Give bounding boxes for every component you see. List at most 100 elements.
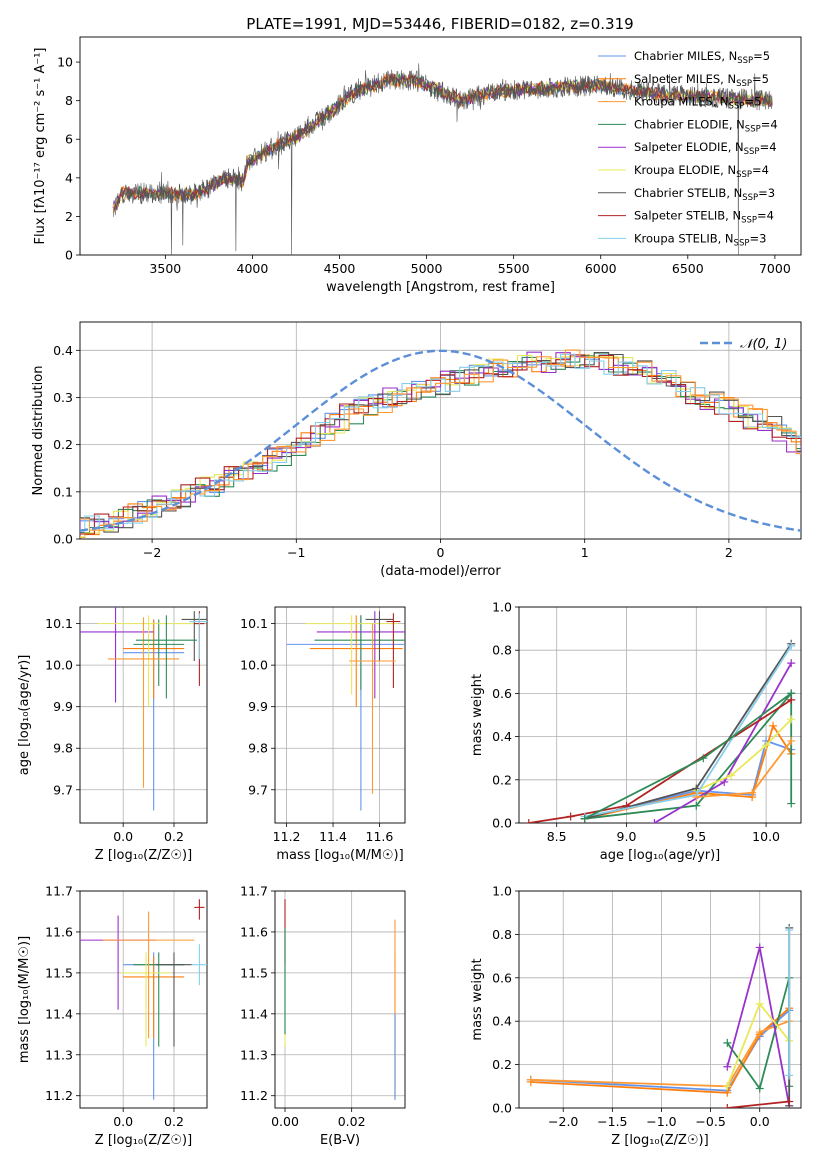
- weight-point-marker: [566, 812, 575, 821]
- x-tick-label: −0.5: [695, 1114, 725, 1129]
- age-vs-metallicity-panel: 0.0 0.2 9.7 9.8 9.9 10.0 10.1 Z [log₁₀(Z/Z☉)] ag…: [17, 606, 208, 863]
- legend-entry: Chabrier STELIB, NSSP=3: [634, 186, 775, 203]
- x-tick-label: −2: [143, 545, 161, 560]
- y-tick-label: 0.2: [53, 437, 73, 452]
- x-tick-label: 11.4: [319, 829, 347, 844]
- weight-series-line: [695, 718, 792, 792]
- histogram-step-line: [80, 349, 801, 531]
- y-tick-label: 10.0: [240, 658, 268, 673]
- y-tick-label: 11.3: [240, 1047, 268, 1062]
- axes-frame: [274, 890, 406, 1109]
- weight-point-marker: [787, 689, 796, 698]
- x-tick-label: 10.0: [752, 829, 780, 844]
- weight-point-marker: [692, 801, 701, 810]
- weight-point-marker: [769, 721, 778, 730]
- mass-weight-vs-age-panel: 8.5 9.0 9.5 10.0 0.0 0.2 0.4 0.6 0.8 1.0 age [log₁…: [470, 600, 802, 863]
- y-tick-label: 11.7: [240, 884, 268, 899]
- x-tick-label: 11.6: [366, 829, 394, 844]
- y-tick-label: 0.6: [492, 970, 512, 985]
- histogram-step-line: [80, 354, 801, 538]
- y-tick-label: 11.6: [240, 924, 268, 939]
- mass-vs-ebv-panel: 0.00 0.02 11.2 11.3 11.4 11.5 11.6 11.7 E(B-V): [240, 884, 406, 1148]
- weight-point-marker: [785, 1097, 794, 1106]
- weight-point-marker: [723, 1104, 732, 1108]
- x-tick-label: 6500: [672, 261, 704, 276]
- legend-entry: Chabrier MILES, NSSP=5: [634, 49, 770, 66]
- x-tick-label: 0.02: [338, 1114, 366, 1129]
- x-tick-label: 0.00: [271, 1114, 299, 1129]
- x-tick-label: 1: [581, 545, 589, 560]
- weight-series-line: [584, 692, 792, 820]
- x-tick-label: 0.0: [113, 829, 133, 844]
- weight-point-marker: [787, 641, 796, 650]
- weight-point-marker: [723, 1062, 732, 1071]
- weight-point-marker: [787, 715, 796, 724]
- observed-spectrum-line: [113, 63, 773, 255]
- y-axis-label: mass weight: [470, 958, 485, 1040]
- spectrum-panel: 3500 4000 4500 5000 5500 6000 6500 7000 0 2 4 6 8 10 w…: [33, 36, 802, 295]
- y-tick-label: 0.4: [53, 343, 73, 358]
- y-axis-label: mass [log₁₀(M/M☉)]: [17, 936, 32, 1063]
- x-tick-label: 7000: [759, 261, 791, 276]
- weight-lines: [524, 639, 796, 823]
- weight-series-line: [727, 1100, 790, 1108]
- error-bars: [80, 607, 207, 811]
- y-tick-label: 0.4: [492, 729, 512, 744]
- weight-series-line: [584, 723, 792, 820]
- x-axis-label: Z [log₁₀(Z/Z☉)]: [611, 1133, 708, 1148]
- x-tick-label: −1.5: [597, 1114, 627, 1129]
- normal-reference-curve: [80, 349, 801, 532]
- y-axis-label: mass weight: [470, 674, 485, 756]
- weight-point-marker: [787, 799, 796, 808]
- weight-point-marker: [755, 1028, 764, 1037]
- legend-entry: Chabrier ELODIE, NSSP=4: [634, 117, 778, 134]
- x-tick-label: 3500: [149, 261, 181, 276]
- x-tick-label: 5500: [498, 261, 530, 276]
- x-tick-label: 6000: [585, 261, 617, 276]
- weight-point-marker: [755, 999, 764, 1008]
- axes-frame: [518, 890, 802, 1109]
- x-tick-label: −1.0: [646, 1114, 676, 1129]
- y-tick-label: 10.1: [45, 616, 73, 631]
- weight-lines: [526, 923, 794, 1108]
- y-tick-label: 10.0: [45, 658, 73, 673]
- x-tick-label: 9.5: [686, 829, 706, 844]
- y-tick-label: 11.6: [45, 924, 73, 939]
- spectrum-legend: Chabrier MILES, NSSP=5 Salpeter MILES, NS…: [598, 49, 778, 248]
- y-tick-label: 0.0: [492, 1101, 512, 1116]
- y-tick-label: 11.7: [45, 884, 73, 899]
- y-tick-label: 0.1: [53, 484, 73, 499]
- x-tick-label: 4000: [237, 261, 269, 276]
- legend-entry: 𝒩(0, 1): [740, 337, 787, 352]
- y-tick-label: 9.9: [248, 699, 268, 714]
- y-tick-label: 9.9: [53, 699, 73, 714]
- error-bars: [80, 899, 207, 1100]
- weight-point-marker: [785, 926, 794, 935]
- y-tick-label: 0.8: [492, 927, 512, 942]
- x-tick-label: 11.2: [273, 829, 301, 844]
- age-vs-mass-panel: 11.2 11.4 11.6 9.7 9.8 9.9 10.0 10.1 mass [log₁₀…: [240, 606, 406, 863]
- legend-entry: Kroupa STELIB, NSSP=3: [634, 231, 766, 248]
- x-axis-label: age [log₁₀(age/yr)]: [600, 848, 721, 863]
- y-tick-label: 1.0: [492, 600, 512, 615]
- y-tick-label: 8: [65, 93, 73, 108]
- y-tick-label: 4: [65, 170, 73, 185]
- y-tick-label: 0.4: [492, 1014, 512, 1029]
- y-axis-label: Flux [fλ10⁻¹⁷ erg cm⁻² s⁻¹ A⁻¹]: [33, 48, 48, 245]
- y-tick-label: 10: [57, 55, 73, 70]
- weight-series-line: [528, 699, 792, 823]
- histograms: [80, 349, 801, 539]
- x-tick-label: 0.0: [113, 1114, 133, 1129]
- y-tick-label: 11.2: [240, 1088, 268, 1103]
- weight-point-marker: [727, 771, 736, 780]
- weight-point-marker: [762, 741, 771, 750]
- y-tick-label: 11.3: [45, 1047, 73, 1062]
- y-tick-label: 11.2: [45, 1088, 73, 1103]
- axes-frame: [274, 606, 406, 824]
- error-bars: [286, 611, 405, 811]
- weight-point-marker: [723, 1082, 732, 1091]
- weight-point-marker: [580, 814, 589, 823]
- weight-point-marker: [526, 1075, 535, 1084]
- weight-point-marker: [699, 754, 708, 763]
